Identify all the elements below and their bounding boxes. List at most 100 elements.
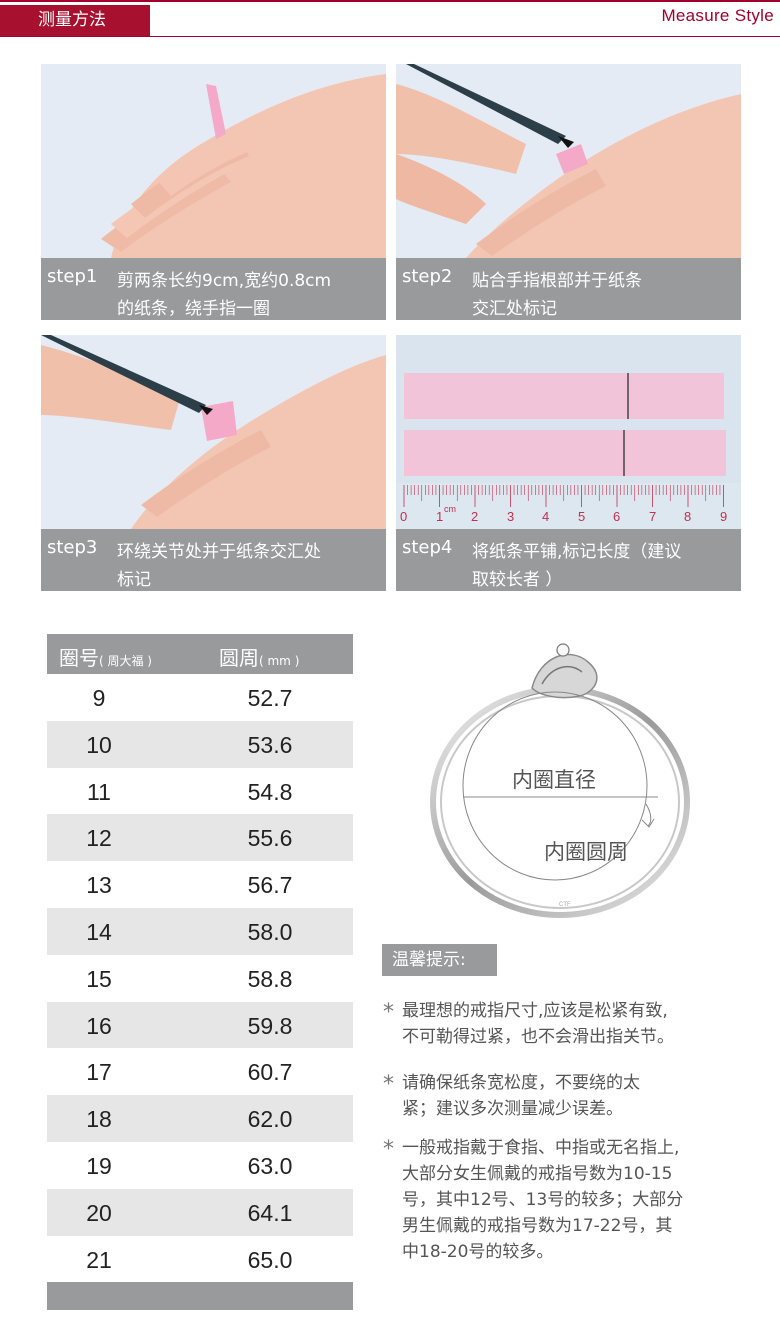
hand-photo-step3 bbox=[41, 335, 386, 529]
col-size-note: ( 周大福 ) bbox=[99, 654, 152, 668]
ring-size-cell: 15 bbox=[86, 965, 112, 992]
step-2-label: step2 bbox=[402, 266, 453, 287]
tip-3-line-4: 男生佩戴的戒指号数为17-22号，其 bbox=[402, 1216, 673, 1236]
ring-size-cell: 17 bbox=[86, 1059, 112, 1086]
ring-size-cell: 10 bbox=[86, 731, 112, 758]
ring-size-cell: 11 bbox=[87, 778, 111, 805]
circumference-cell: 64.1 bbox=[247, 1199, 293, 1226]
ring-circumference-label: 内圈圆周 bbox=[544, 840, 628, 864]
table-row: 19 63.0 bbox=[47, 1142, 353, 1189]
table-row: 15 58.8 bbox=[47, 955, 353, 1002]
circumference-cell: 63.0 bbox=[247, 1152, 293, 1179]
ring-size-cell: 16 bbox=[86, 1012, 112, 1039]
ruler-tick-9: 9 bbox=[720, 509, 728, 524]
ring-size-cell: 18 bbox=[86, 1106, 112, 1133]
step-4-caption: step4 将纸条平铺,标记长度（建议 取较长者 ） bbox=[396, 529, 741, 591]
circumference-cell: 53.6 bbox=[247, 731, 293, 758]
header-top-line bbox=[0, 0, 780, 2]
table-row: 12 55.6 bbox=[47, 814, 353, 862]
step-2-card: step2 贴合手指根部并于纸条 交汇处标记 bbox=[396, 64, 741, 320]
asterisk-icon: * bbox=[383, 1137, 394, 1162]
tip-2-line-2: 紧；建议多次测量减少误差。 bbox=[402, 1099, 623, 1119]
asterisk-icon: * bbox=[383, 1072, 394, 1097]
table-row: 9 52.7 bbox=[47, 674, 353, 721]
step-3-caption: step3 环绕关节处并于纸条交汇处 标记 bbox=[41, 529, 386, 591]
step-3-text-line2: 标记 bbox=[117, 570, 151, 590]
col-size-header: 圈号( 周大福 ) bbox=[59, 646, 152, 670]
tip-3: * 一般戒指戴于食指、中指或无名指上, 大部分女生佩戴的戒指号数为10-15 号… bbox=[383, 1135, 763, 1265]
ruler-tick-6: 6 bbox=[613, 509, 621, 524]
step-2-text-line1: 贴合手指根部并于纸条 bbox=[472, 271, 642, 291]
hand-photo-step2 bbox=[396, 64, 741, 258]
ruler-unit: cm bbox=[444, 504, 456, 514]
step-2-caption: step2 贴合手指根部并于纸条 交汇处标记 bbox=[396, 258, 741, 320]
step-4-label: step4 bbox=[402, 537, 453, 558]
table-body: 9 52.7 10 53.6 11 54.8 12 55.6 13 56.7 14 58.0 15 58.… bbox=[47, 674, 353, 1282]
circumference-cell: 60.7 bbox=[247, 1059, 293, 1086]
ring-size-cell: 9 bbox=[92, 685, 106, 711]
table-row: 10 53.6 bbox=[47, 720, 353, 768]
tips-title: 温馨提示: bbox=[382, 944, 497, 976]
ruler-tick-0: 0 bbox=[400, 509, 408, 524]
ring-size-cell: 20 bbox=[86, 1199, 112, 1226]
ruler-tick-1: 1 bbox=[436, 509, 444, 524]
circumference-cell: 62.0 bbox=[247, 1106, 293, 1133]
table-row: 16 59.8 bbox=[47, 1001, 353, 1049]
step-1-card: step1 剪两条长约9cm,宽约0.8cm 的纸条，绕手指一圈 bbox=[41, 64, 386, 320]
circumference-cell: 55.6 bbox=[247, 825, 293, 852]
circumference-cell: 54.8 bbox=[247, 778, 293, 805]
step-3-text-line1: 环绕关节处并于纸条交汇处 bbox=[117, 542, 321, 562]
ring-size-table: 圈号( 周大福 ) 圆周( mm ) 9 52.7 10 53.6 11 54.8 12 55… bbox=[47, 634, 353, 1311]
step-3-card: step3 环绕关节处并于纸条交汇处 标记 bbox=[41, 335, 386, 591]
step-4-text-line2: 取较长者 ） bbox=[472, 570, 563, 590]
section-header: 测量方法 Measure Style bbox=[0, 0, 780, 40]
ruler-tick-8: 8 bbox=[684, 509, 692, 524]
step-1-text-line2: 的纸条，绕手指一圈 bbox=[117, 299, 270, 319]
tip-1-line-2: 不可勒得过紧，也不会滑出指关节。 bbox=[402, 1027, 674, 1047]
ruler-tick-3: 3 bbox=[507, 509, 515, 524]
step-1-label: step1 bbox=[47, 266, 98, 287]
circumference-cell: 58.8 bbox=[247, 965, 293, 992]
tip-1-line-1: 最理想的戒指尺寸,应该是松紧有致, bbox=[402, 1001, 668, 1021]
ruler-tick-2: 2 bbox=[471, 509, 479, 524]
table-header: 圈号( 周大福 ) 圆周( mm ) bbox=[47, 634, 353, 674]
step-1-caption: step1 剪两条长约9cm,宽约0.8cm 的纸条，绕手指一圈 bbox=[41, 258, 386, 320]
table-row: 21 65.0 bbox=[47, 1236, 353, 1283]
table-row: 13 56.7 bbox=[47, 861, 353, 908]
ring-diameter-label: 内圈直径 bbox=[512, 768, 596, 792]
col-circ-header: 圆周( mm ) bbox=[219, 646, 300, 670]
tip-3-line-2: 大部分女生佩戴的戒指号数为10-15 bbox=[402, 1164, 673, 1184]
ring-size-cell: 12 bbox=[86, 825, 112, 852]
col-circ-note: ( mm ) bbox=[259, 654, 300, 668]
ring-stamp: CTF bbox=[559, 902, 571, 908]
table-row: 14 58.0 bbox=[47, 907, 353, 955]
ruler-tick-5: 5 bbox=[578, 509, 586, 524]
table-row: 20 64.1 bbox=[47, 1188, 353, 1236]
ruler-tick-7: 7 bbox=[649, 509, 657, 524]
ring-size-cell: 19 bbox=[86, 1152, 112, 1179]
tip-3-line-3: 号，其中12号、13号的较多；大部分 bbox=[402, 1190, 684, 1210]
asterisk-icon: * bbox=[383, 1000, 394, 1025]
table-row: 18 62.0 bbox=[47, 1095, 353, 1142]
circumference-cell: 58.0 bbox=[247, 918, 293, 945]
step-1-text-line1: 剪两条长约9cm,宽约0.8cm bbox=[117, 271, 332, 291]
ruler-labels: 0 1 cm 2 3 4 5 6 7 8 9 bbox=[396, 504, 741, 529]
ring-size-cell: 14 bbox=[86, 918, 112, 945]
tip-2-line-1: 请确保纸条宽松度，不要绕的太 bbox=[402, 1073, 640, 1093]
ring-diagram: CTF bbox=[430, 643, 690, 918]
table-row: 11 54.8 bbox=[47, 768, 353, 815]
tip-2: * 请确保纸条宽松度，不要绕的太 紧；建议多次测量减少误差。 bbox=[383, 1070, 763, 1122]
tip-3-line-1: 一般戒指戴于食指、中指或无名指上, bbox=[402, 1138, 680, 1158]
section-tag: 测量方法 bbox=[0, 5, 150, 36]
step-4-card: 0 1 cm 2 3 4 5 6 7 8 9 step4 将纸条平铺,标记长度（… bbox=[396, 335, 741, 591]
header-bottom-line bbox=[0, 36, 780, 37]
ruler-tick-4: 4 bbox=[542, 509, 550, 524]
table-footer bbox=[47, 1282, 353, 1311]
circumference-cell: 65.0 bbox=[247, 1246, 293, 1273]
tip-3-line-5: 中18-20号的较多。 bbox=[402, 1242, 554, 1262]
circumference-cell: 52.7 bbox=[247, 685, 293, 711]
table-row: 17 60.7 bbox=[47, 1048, 353, 1095]
ring-size-cell: 13 bbox=[86, 872, 112, 899]
hand-photo-step1 bbox=[41, 64, 386, 258]
paper-ruler-photo-step4 bbox=[396, 335, 741, 529]
